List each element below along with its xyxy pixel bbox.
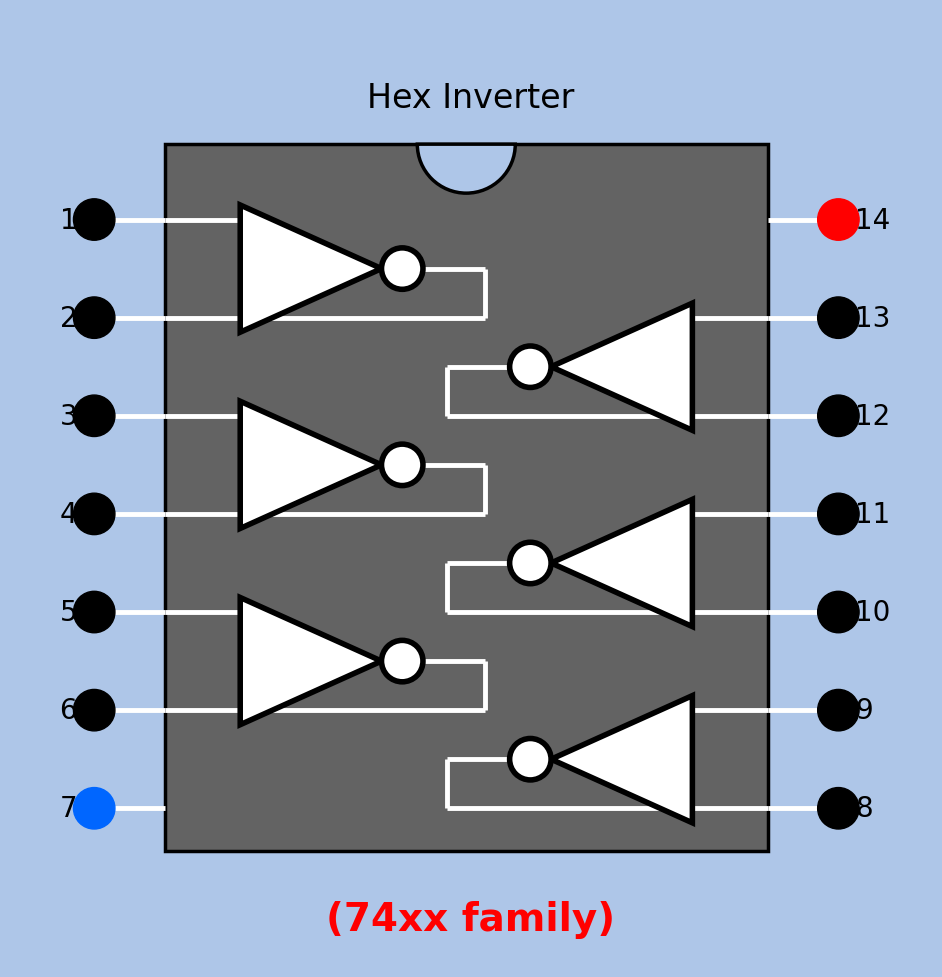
Polygon shape <box>240 402 382 529</box>
Circle shape <box>818 787 859 829</box>
Circle shape <box>818 298 859 339</box>
Circle shape <box>73 787 115 829</box>
Polygon shape <box>240 598 382 725</box>
Circle shape <box>818 199 859 241</box>
Text: (74xx family): (74xx family) <box>327 901 615 939</box>
Text: 11: 11 <box>855 500 890 529</box>
Text: 6: 6 <box>59 697 77 724</box>
Circle shape <box>382 445 423 487</box>
Text: 8: 8 <box>855 794 873 823</box>
Circle shape <box>73 493 115 535</box>
Text: 14: 14 <box>855 206 890 234</box>
Circle shape <box>73 199 115 241</box>
Wedge shape <box>417 145 515 194</box>
Circle shape <box>510 347 551 388</box>
Circle shape <box>73 396 115 437</box>
Text: 10: 10 <box>855 599 891 626</box>
Circle shape <box>73 690 115 731</box>
Text: 9: 9 <box>855 697 873 724</box>
Polygon shape <box>551 500 692 627</box>
Text: 4: 4 <box>59 500 77 529</box>
Circle shape <box>818 592 859 633</box>
Circle shape <box>818 493 859 535</box>
Circle shape <box>73 592 115 633</box>
Text: 13: 13 <box>855 305 891 332</box>
Circle shape <box>382 248 423 290</box>
Text: 1: 1 <box>59 206 77 234</box>
Bar <box>165 145 768 851</box>
Text: 12: 12 <box>855 403 890 430</box>
Text: Hex Inverter: Hex Inverter <box>367 81 575 114</box>
Text: 2: 2 <box>59 305 77 332</box>
Circle shape <box>382 641 423 682</box>
Text: 5: 5 <box>59 599 77 626</box>
Circle shape <box>510 739 551 781</box>
Polygon shape <box>240 206 382 333</box>
Text: 3: 3 <box>59 403 77 430</box>
Polygon shape <box>551 304 692 431</box>
Circle shape <box>73 298 115 339</box>
Polygon shape <box>551 696 692 823</box>
Circle shape <box>818 396 859 437</box>
Circle shape <box>818 690 859 731</box>
Circle shape <box>510 542 551 584</box>
Text: 7: 7 <box>59 794 77 823</box>
